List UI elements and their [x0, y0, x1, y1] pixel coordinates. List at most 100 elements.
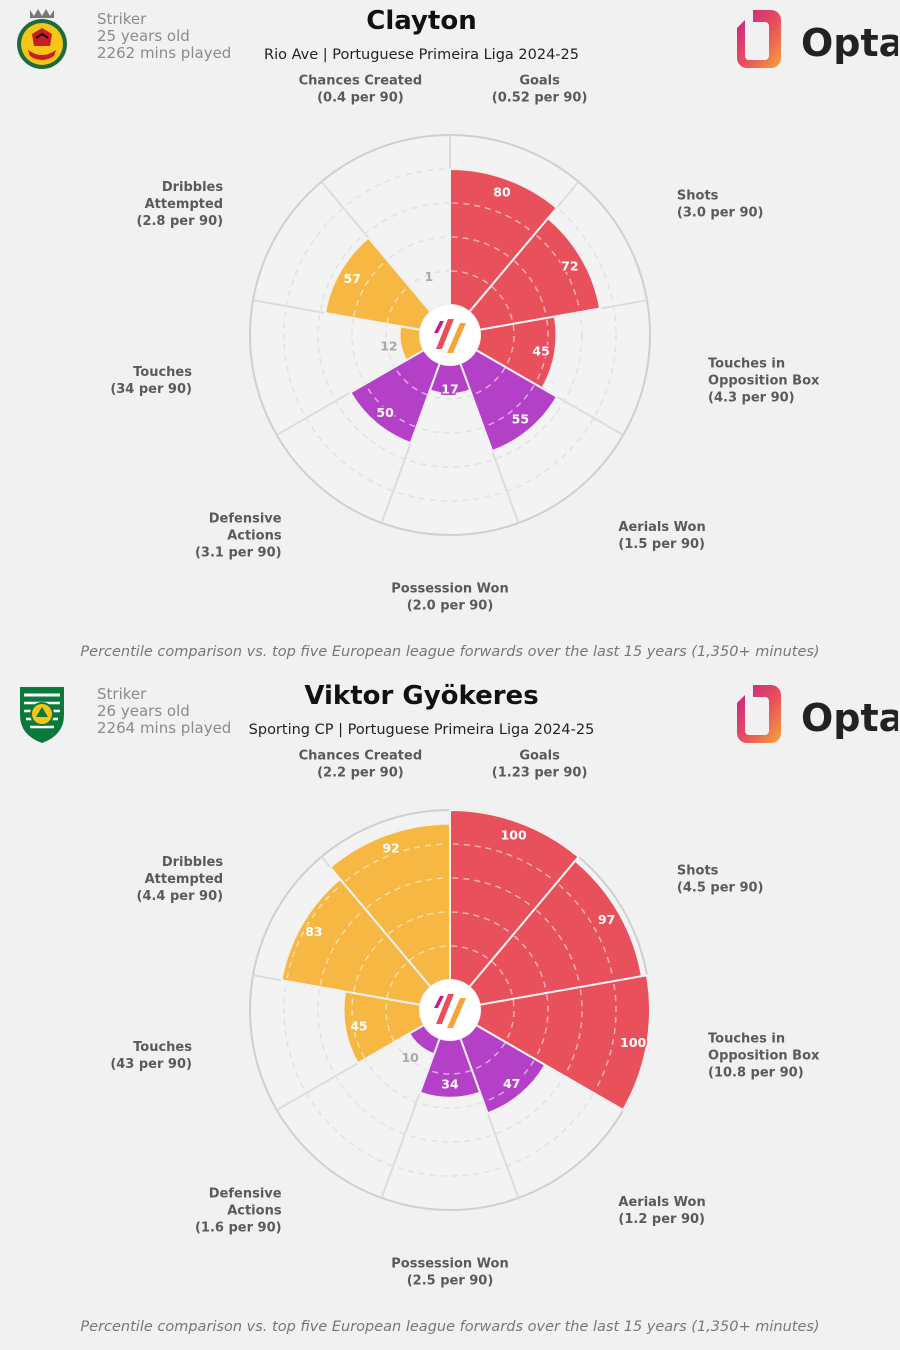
- value-label: 72: [561, 258, 578, 273]
- metric-label: Shots (4.5 per 90): [677, 864, 764, 896]
- metric-label: Chances Created (0.4 per 90): [299, 73, 423, 105]
- sporting-cp-crest-icon: [20, 687, 64, 743]
- value-label: 55: [512, 411, 529, 426]
- bar-grid-ring: [535, 319, 549, 383]
- bar-grid-ring: [513, 260, 547, 317]
- metric-label: Aerials Won (1.5 per 90): [618, 520, 705, 552]
- bar-grid-ring: [351, 994, 365, 1058]
- metric-label: Goals (1.23 per 90): [492, 748, 588, 780]
- player-name: Viktor Gyökeres: [304, 681, 539, 711]
- value-label: 80: [493, 185, 511, 200]
- center-badge: [420, 305, 480, 365]
- value-label: 47: [503, 1076, 520, 1091]
- bar-grid-ring: [353, 260, 387, 317]
- player-name: Clayton: [366, 6, 477, 36]
- metric-label: Touches in Opposition Box (10.8 per 90): [708, 1031, 820, 1080]
- metric-label: Goals (0.52 per 90): [492, 73, 588, 105]
- value-label: 1: [424, 269, 433, 284]
- footer-caption: Percentile comparison vs. top five Europ…: [80, 1319, 820, 1335]
- bar-grid-ring: [428, 1069, 472, 1075]
- value-label: 34: [441, 1076, 459, 1091]
- value-label: 83: [305, 924, 322, 939]
- opta-mark-icon: [434, 994, 466, 1028]
- center-badge: [420, 980, 480, 1040]
- opta-logo-icon: Opta: [737, 685, 898, 743]
- bar-grid-ring: [386, 961, 409, 998]
- bar-grid-ring: [594, 983, 617, 1091]
- polar-area-chart: 80 72 45 55 17 50 12 57 1 Goals (0.52 per 90) Shots…: [110, 73, 820, 614]
- value-label: 12: [380, 338, 397, 353]
- player-meta: Striker 25 years old 2262 mins played: [97, 11, 231, 62]
- value-label: 17: [441, 382, 458, 397]
- metric-label: Shots (3.0 per 90): [677, 189, 764, 221]
- metric-label: Dribbles Attempted (4.4 per 90): [137, 855, 224, 904]
- team-league-subtitle: Sporting CP | Portuguese Primeira Liga 2…: [248, 722, 595, 738]
- value-label: 50: [376, 405, 394, 420]
- metric-label: Defensive Actions (1.6 per 90): [195, 1187, 282, 1236]
- bar-grid-ring: [536, 234, 581, 310]
- metric-label: Possession Won (2.5 per 90): [391, 1257, 508, 1289]
- bar-grid-ring: [452, 843, 555, 882]
- metric-label: Touches (34 per 90): [110, 365, 192, 397]
- age-text: 26 years old: [97, 702, 190, 720]
- bar-grid-ring: [365, 385, 416, 428]
- bar-grid-ring: [286, 884, 342, 979]
- bar-grid-ring: [558, 884, 614, 979]
- metric-label: Defensive Actions (3.1 per 90): [195, 512, 282, 561]
- bar-grid-ring: [505, 324, 515, 367]
- bar-grid-ring: [564, 989, 583, 1075]
- metric-label: Possession Won (2.0 per 90): [391, 582, 508, 614]
- metric-label: Aerials Won (1.2 per 90): [618, 1195, 705, 1227]
- bar-grid-ring: [452, 202, 534, 234]
- bar-grid-ring: [345, 843, 448, 882]
- bar-grid-ring: [409, 945, 449, 961]
- bar-grid-ring: [472, 1042, 506, 1071]
- opta-wordmark: Opta: [801, 21, 898, 65]
- metric-label: Touches (43 per 90): [110, 1040, 192, 1072]
- polar-area-chart: 100 97 100 47 34 10 45 83 92 Goals (1.23 per 90) Sh…: [110, 748, 820, 1289]
- value-label: 10: [401, 1050, 419, 1065]
- bar-grid-ring: [451, 270, 491, 286]
- bar-grid-ring: [452, 877, 534, 909]
- bar-grid-ring: [387, 911, 449, 935]
- value-label: 57: [344, 271, 361, 286]
- metric-label: Touches in Opposition Box (4.3 per 90): [708, 356, 820, 405]
- value-label: 97: [598, 912, 615, 927]
- bar-grid-ring: [484, 1060, 535, 1103]
- bar-grid-ring: [451, 911, 513, 935]
- bar-grid-ring: [491, 286, 514, 323]
- bar-grid-ring: [451, 945, 491, 961]
- bar-grid-ring: [484, 385, 535, 428]
- position-text: Striker: [97, 10, 147, 28]
- bar-grid-ring: [505, 999, 515, 1042]
- age-text: 25 years old: [97, 27, 190, 45]
- metric-label: Dribbles Attempted (2.8 per 90): [137, 180, 224, 229]
- bar-grid-ring: [513, 935, 547, 992]
- team-league-subtitle: Rio Ave | Portuguese Primeira Liga 2024-…: [264, 47, 579, 63]
- bar-grid-ring: [353, 935, 387, 992]
- bar-grid-ring: [491, 961, 514, 998]
- bar-grid-ring: [535, 994, 549, 1058]
- bar-grid-ring: [451, 236, 513, 260]
- value-label: 100: [620, 1035, 646, 1050]
- value-label: 92: [382, 840, 399, 855]
- opta-logo-icon: Opta: [737, 10, 898, 68]
- bar-grid-ring: [366, 877, 448, 909]
- opta-wordmark: Opta: [801, 696, 898, 740]
- position-text: Striker: [97, 685, 147, 703]
- value-label: 100: [501, 828, 527, 843]
- value-label: 45: [532, 344, 549, 359]
- footer-caption: Percentile comparison vs. top five Europ…: [80, 644, 820, 660]
- bar-grid-ring: [386, 286, 409, 323]
- player-panel-gyokeres: Striker 26 years old 2264 mins played Vi…: [0, 675, 900, 1350]
- player-meta: Striker 26 years old 2264 mins played: [97, 686, 231, 737]
- bar-grid-ring: [536, 909, 581, 985]
- opta-mark-icon: [434, 319, 466, 353]
- bar-grid-ring: [385, 999, 395, 1042]
- metric-label: Chances Created (2.2 per 90): [299, 748, 423, 780]
- bar-grid-ring: [394, 367, 428, 396]
- rio-ave-crest-icon: [17, 9, 67, 69]
- minutes-text: 2264 mins played: [97, 719, 232, 737]
- bar-grid-ring: [319, 909, 364, 985]
- value-label: 45: [350, 1019, 367, 1034]
